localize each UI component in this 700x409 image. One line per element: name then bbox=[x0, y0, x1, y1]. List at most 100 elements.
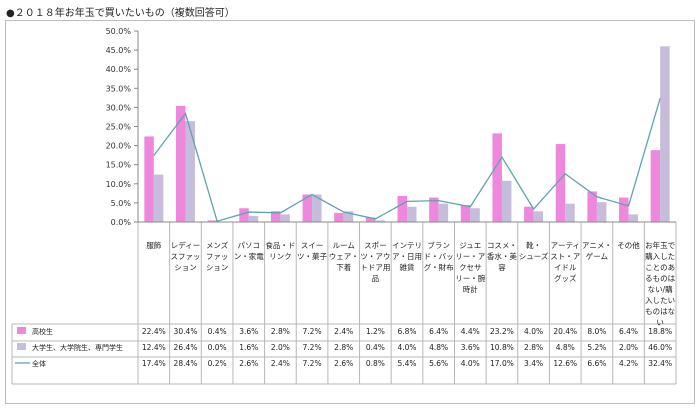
category-label-line: ウェア・ bbox=[329, 252, 359, 261]
category-label-line: ことのあ bbox=[645, 263, 675, 272]
table-value: 17.4% bbox=[142, 359, 166, 368]
table-value: 0.8% bbox=[366, 359, 385, 368]
bar-high-school bbox=[207, 220, 218, 222]
category-label-line: クセサ bbox=[459, 263, 482, 272]
table-value: 4.0% bbox=[397, 343, 416, 352]
bar-high-school bbox=[555, 144, 566, 222]
bar-high-school bbox=[144, 136, 154, 222]
category-label-line: 靴・ bbox=[526, 240, 541, 250]
table-value: 2.8% bbox=[524, 343, 543, 352]
y-tick-label: 30.0% bbox=[106, 103, 132, 112]
table-value: 2.6% bbox=[334, 359, 353, 368]
table-value: 3.6% bbox=[461, 343, 480, 352]
y-tick-label: 15.0% bbox=[106, 161, 132, 170]
category-label-line: 購入した bbox=[645, 251, 675, 261]
table-value: 2.4% bbox=[334, 327, 353, 336]
bar-high-school bbox=[429, 197, 439, 222]
category-label-line: ン・家電 bbox=[234, 251, 264, 261]
bar-university bbox=[280, 214, 290, 222]
table-value: 26.4% bbox=[174, 343, 198, 352]
category-label-line: ジュエ bbox=[459, 241, 481, 250]
category-label: アーティスト・アイドルグッズ bbox=[550, 241, 580, 283]
category-label-line: ション bbox=[206, 263, 229, 272]
category-label-line: 時計 bbox=[463, 284, 478, 294]
table-value: 4.0% bbox=[524, 327, 543, 336]
bar-university bbox=[501, 180, 512, 222]
bar-high-school bbox=[460, 205, 471, 222]
category-label-line: 下着 bbox=[336, 262, 351, 272]
table-value: 2.6% bbox=[239, 359, 258, 368]
category-label-line: リンク bbox=[269, 252, 292, 261]
y-tick-label: 45.0% bbox=[106, 46, 132, 55]
category-labels: 服飾 レディースファッションメンズファッションパソコン・家電食品・ドリンクスイーツ… bbox=[146, 240, 675, 327]
category-label: 食品・ドリンク bbox=[265, 240, 295, 261]
category-label-line: スファッ bbox=[170, 252, 200, 261]
bar-university bbox=[660, 46, 670, 222]
table-value: 7.2% bbox=[303, 359, 322, 368]
table-value: 7.2% bbox=[303, 343, 322, 352]
bar-university bbox=[153, 174, 164, 222]
table-value: 6.6% bbox=[587, 359, 606, 368]
table-value: 4.8% bbox=[429, 343, 448, 352]
category-label-line: スポー bbox=[364, 241, 387, 250]
table-value: 2.8% bbox=[271, 327, 290, 336]
category-label-line: ない/購 bbox=[648, 284, 674, 294]
category-label-line: リー・腕 bbox=[455, 273, 485, 283]
table-value: 5.6% bbox=[429, 359, 448, 368]
table-value: 4.0% bbox=[461, 359, 480, 368]
y-axis: 0.0% 5.0% 10.0% 15.0% 20.0% 25.0% 30.0% 35.0% 40… bbox=[106, 27, 676, 227]
table-value: 32.4% bbox=[648, 359, 672, 368]
category-label-line: ション bbox=[174, 263, 197, 272]
category-label-line: 香水・美 bbox=[487, 251, 517, 261]
table-value: 0.0% bbox=[208, 343, 227, 352]
table-value: 1.2% bbox=[366, 327, 385, 336]
legend-swatch bbox=[17, 327, 26, 334]
category-label-line: レディー bbox=[171, 240, 200, 250]
category-label: スポーツ・アウトドア用品 bbox=[360, 241, 390, 283]
table-value: 0.4% bbox=[208, 327, 227, 336]
category-label-line: い bbox=[656, 318, 664, 327]
category-label: スイーツ・菓子 bbox=[297, 241, 327, 261]
bar-university bbox=[565, 203, 575, 222]
table-value: 28.4% bbox=[174, 359, 198, 368]
category-label-line: スト・ア bbox=[550, 252, 580, 261]
category-label: ジュエリー・アクセサリー・腕時計 bbox=[455, 241, 485, 294]
category-label-line: シューズ bbox=[519, 251, 549, 261]
bar-high-school bbox=[397, 196, 407, 222]
table-value: 8.0% bbox=[587, 327, 606, 336]
table-value: 4.2% bbox=[619, 359, 638, 368]
table-value: 23.2% bbox=[490, 327, 514, 336]
category-label-line: ルーム bbox=[333, 241, 355, 250]
table-value: 10.8% bbox=[490, 343, 514, 352]
bar-university bbox=[343, 211, 354, 222]
bar-high-school bbox=[175, 105, 186, 222]
y-tick-label: 20.0% bbox=[106, 142, 132, 151]
category-label: メンズファッション bbox=[206, 240, 229, 272]
category-label: ルームウェア・下着 bbox=[329, 241, 359, 272]
legend-label: 高校生 bbox=[32, 327, 53, 336]
category-label: お年玉で購入したことのあるものはない/購入したいものはない bbox=[645, 240, 675, 327]
table-value: 18.8% bbox=[648, 327, 672, 336]
category-label-line: お年玉で bbox=[645, 240, 675, 250]
bar-high-school bbox=[334, 212, 344, 222]
category-label: パソコン・家電 bbox=[234, 241, 264, 261]
bar-university bbox=[185, 121, 195, 222]
y-tick-label: 10.0% bbox=[106, 180, 132, 189]
category-label-line: 入したい bbox=[645, 296, 675, 305]
chart-frame bbox=[5, 20, 695, 404]
table-value: 0.2% bbox=[208, 359, 227, 368]
category-label-line: インテリ bbox=[392, 241, 422, 250]
category-label: アニメ・ゲーム bbox=[582, 241, 612, 261]
table-value: 2.8% bbox=[334, 343, 353, 352]
category-label-line: ア・日用 bbox=[392, 252, 422, 261]
table-value: 3.6% bbox=[239, 327, 258, 336]
bar-high-school bbox=[650, 150, 661, 222]
y-tick-label: 5.0% bbox=[111, 199, 132, 208]
category-label-line: ゲーム bbox=[586, 252, 608, 261]
table-value: 6.4% bbox=[619, 327, 638, 336]
table-value: 20.4% bbox=[553, 327, 577, 336]
bar-high-school bbox=[587, 191, 597, 222]
y-tick-label: 50.0% bbox=[106, 27, 132, 36]
series-line-overall bbox=[153, 98, 661, 223]
table-value: 1.6% bbox=[239, 343, 258, 352]
